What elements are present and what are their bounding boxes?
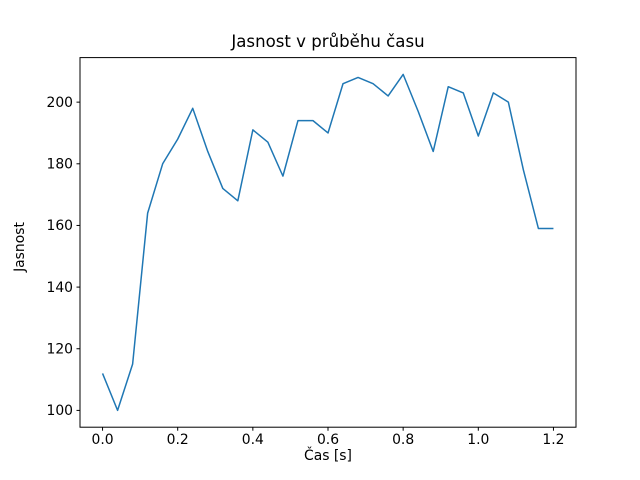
x-tick-label: 0.2	[167, 432, 189, 448]
y-tick-label: 100	[46, 403, 73, 419]
x-tick-label: 0.0	[91, 432, 113, 448]
y-tick-label: 200	[46, 95, 73, 111]
x-axis-label: Čas [s]	[304, 448, 352, 464]
y-tick-label: 140	[46, 280, 73, 296]
x-tick-label: 1.0	[467, 432, 489, 448]
y-axis-label: Jasnost	[12, 222, 29, 272]
data-line-jasnost	[101, 73, 554, 412]
x-tick-label: 0.8	[392, 432, 414, 448]
y-tick-label: 120	[46, 342, 73, 358]
chart-title: Jasnost v průběhu času	[231, 32, 425, 51]
axes-spines	[79, 57, 577, 428]
y-tick-label: 180	[46, 157, 73, 173]
y-tick-label: 160	[46, 218, 73, 234]
x-tick-label: 0.4	[242, 432, 264, 448]
x-tick-label: 1.2	[542, 432, 564, 448]
x-tick-label: 0.6	[317, 432, 339, 448]
